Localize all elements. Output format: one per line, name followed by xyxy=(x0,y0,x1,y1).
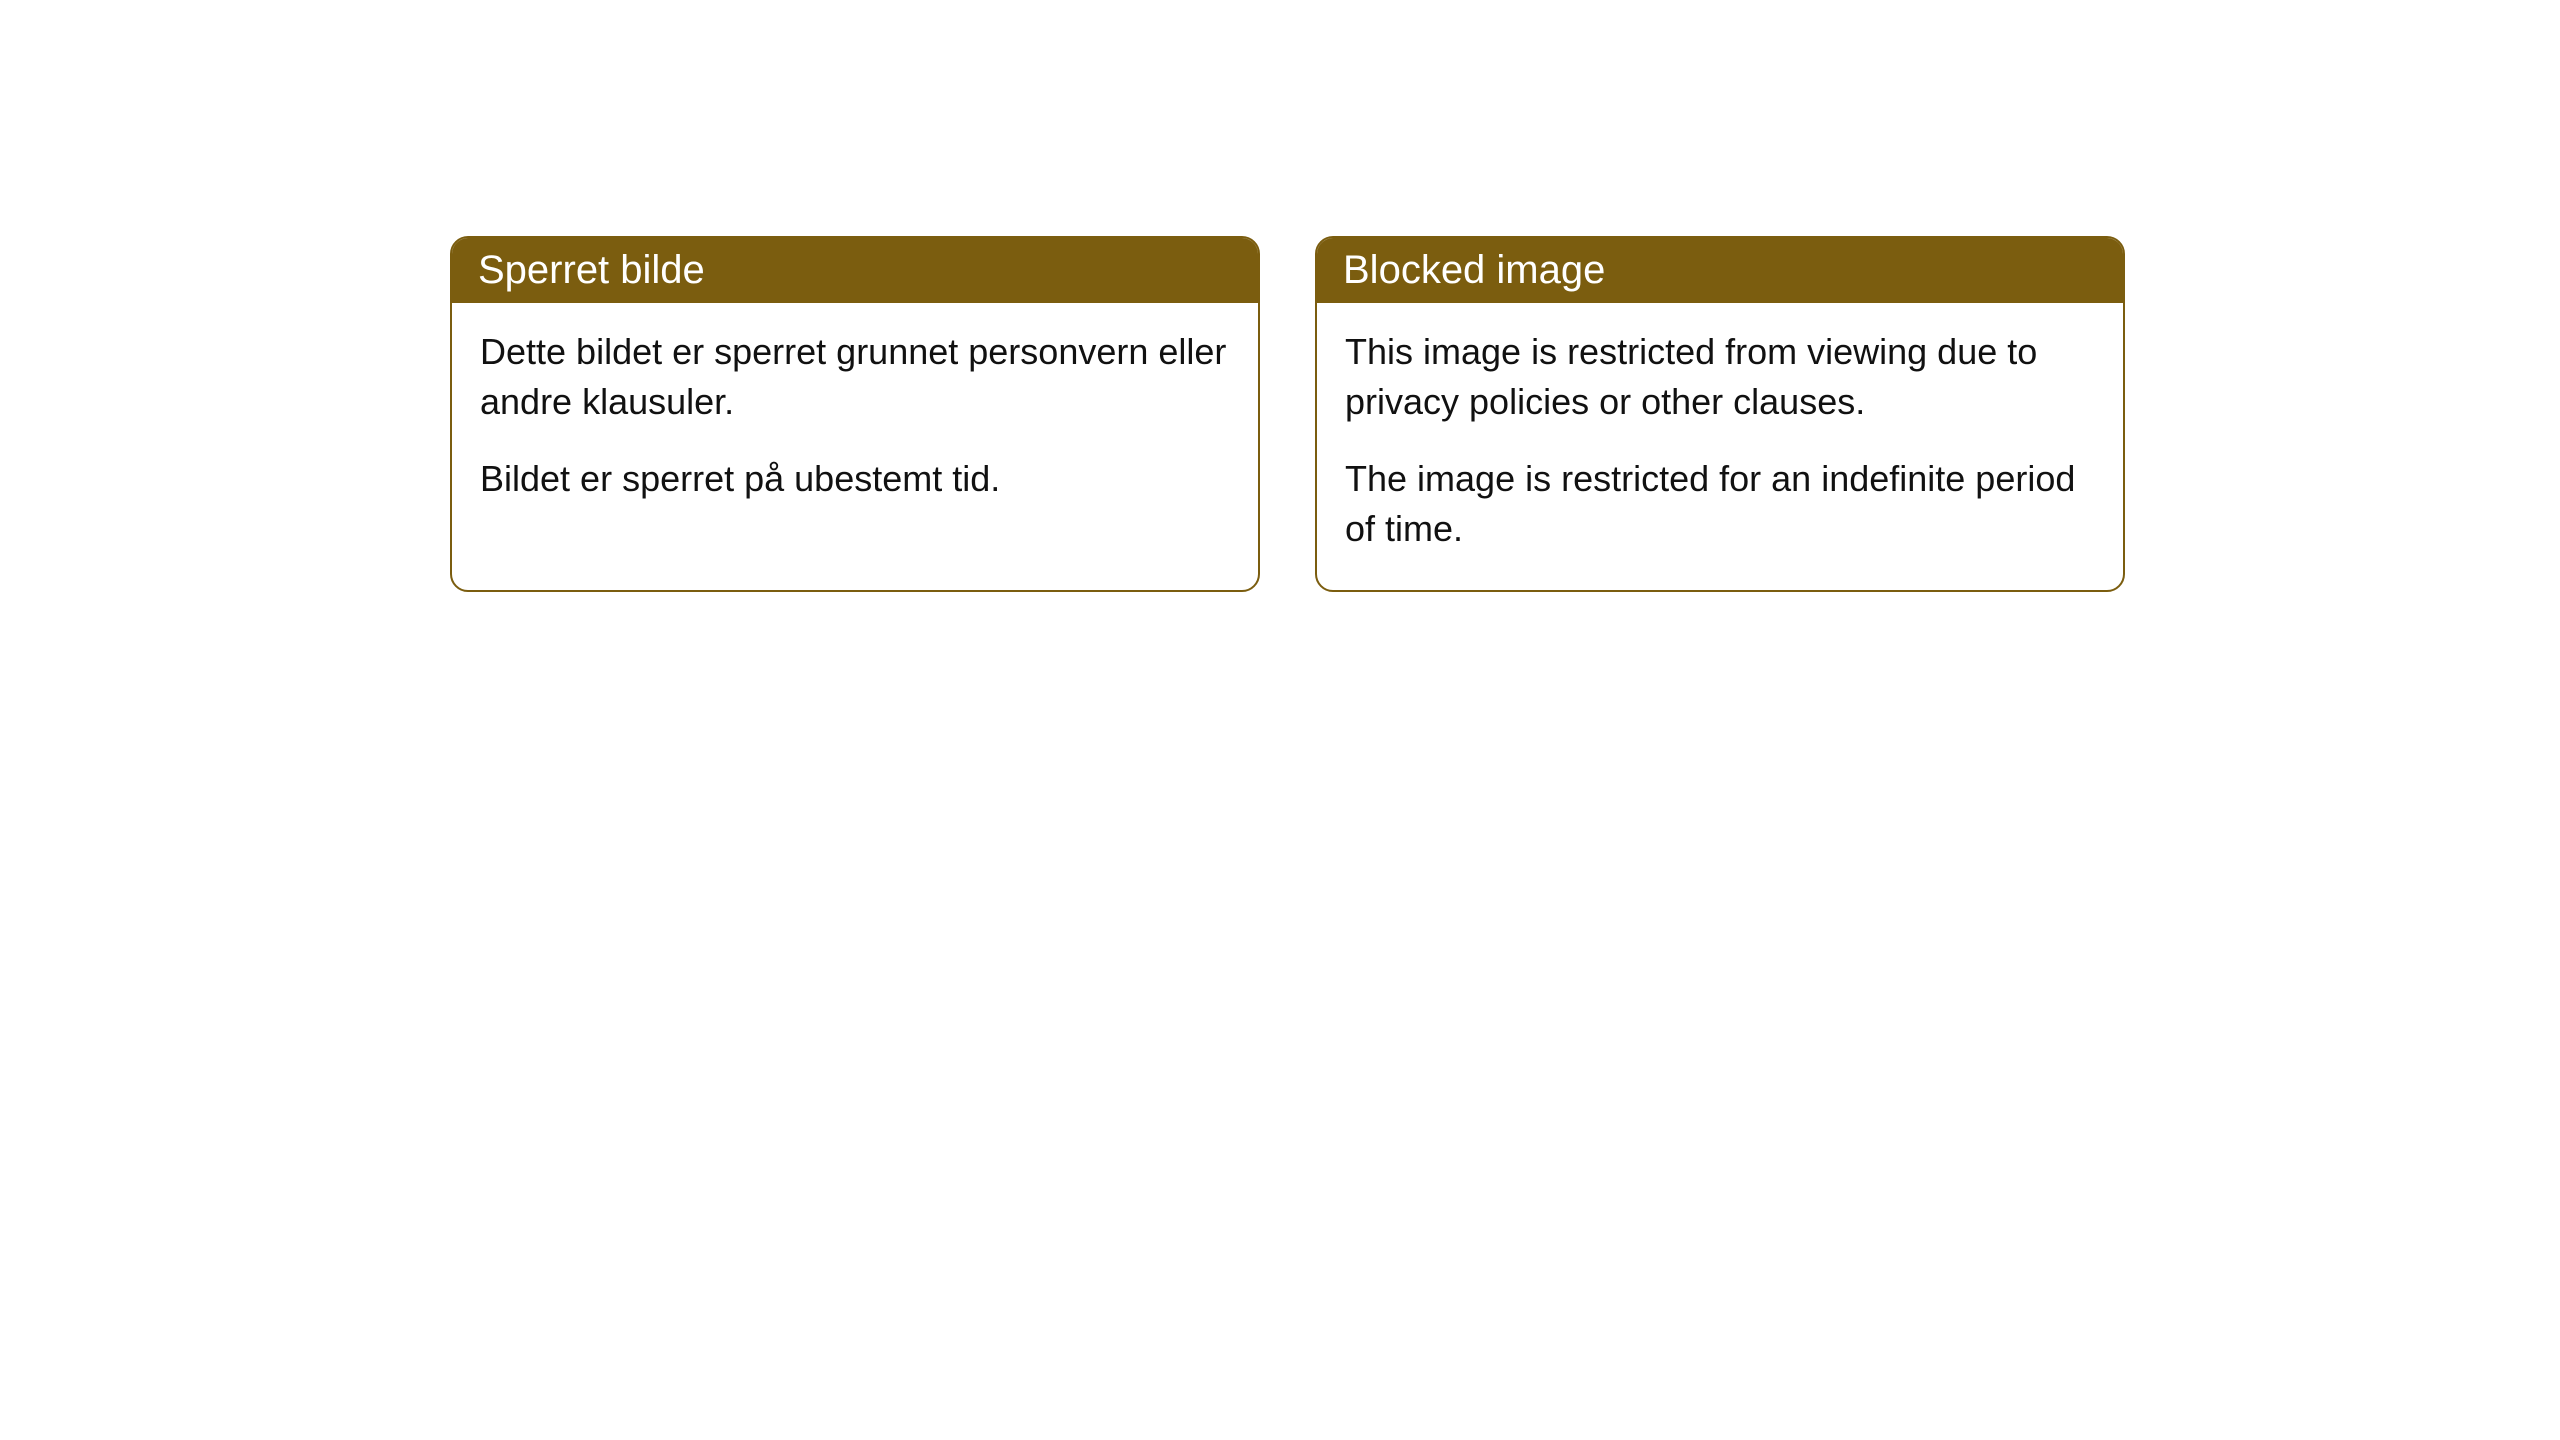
notice-text-norwegian-1: Dette bildet er sperret grunnet personve… xyxy=(480,327,1230,426)
notice-card-norwegian: Sperret bilde Dette bildet er sperret gr… xyxy=(450,236,1260,592)
notice-text-norwegian-2: Bildet er sperret på ubestemt tid. xyxy=(480,454,1230,504)
notice-card-english: Blocked image This image is restricted f… xyxy=(1315,236,2125,592)
notice-body-english: This image is restricted from viewing du… xyxy=(1317,303,2123,590)
notice-header-norwegian: Sperret bilde xyxy=(452,238,1258,303)
notice-body-norwegian: Dette bildet er sperret grunnet personve… xyxy=(452,303,1258,540)
notice-container: Sperret bilde Dette bildet er sperret gr… xyxy=(450,236,2125,592)
notice-text-english-1: This image is restricted from viewing du… xyxy=(1345,327,2095,426)
notice-header-english: Blocked image xyxy=(1317,238,2123,303)
notice-text-english-2: The image is restricted for an indefinit… xyxy=(1345,454,2095,553)
